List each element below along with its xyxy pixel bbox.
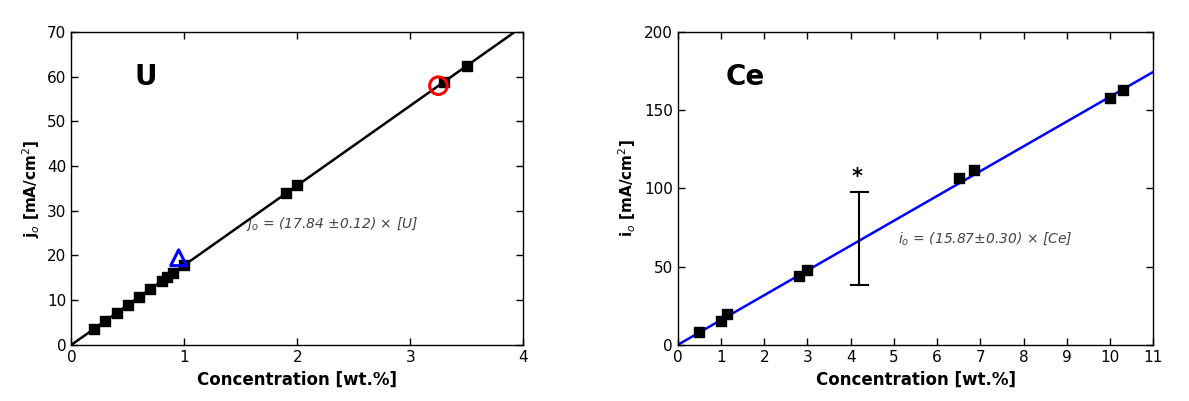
Point — [949, 174, 968, 181]
Point — [276, 190, 295, 196]
Point — [429, 83, 448, 89]
Text: *: * — [851, 167, 863, 187]
Point — [130, 294, 149, 300]
Point — [1101, 95, 1120, 101]
Point — [789, 273, 809, 279]
Point — [711, 318, 730, 325]
X-axis label: Concentration [wt.%]: Concentration [wt.%] — [197, 370, 397, 388]
Point — [95, 318, 114, 324]
Point — [964, 166, 983, 173]
Y-axis label: i$_o$ [mA/cm$^2$]: i$_o$ [mA/cm$^2$] — [617, 140, 638, 237]
Point — [163, 270, 183, 276]
Point — [84, 326, 103, 332]
Point — [798, 267, 817, 273]
Point — [690, 329, 709, 336]
Text: Ce: Ce — [725, 63, 765, 91]
Point — [1114, 87, 1133, 93]
Point — [288, 182, 307, 188]
Point — [152, 278, 171, 284]
Point — [158, 274, 177, 280]
Point — [169, 255, 188, 261]
Point — [434, 79, 453, 85]
Point — [140, 286, 159, 292]
Text: i$_o$ = (15.87±0.30) × [Ce]: i$_o$ = (15.87±0.30) × [Ce] — [898, 230, 1072, 247]
Y-axis label: j$_o$ [mA/cm$^2$]: j$_o$ [mA/cm$^2$] — [20, 139, 42, 238]
Point — [107, 310, 126, 316]
Text: U: U — [134, 63, 157, 91]
Point — [118, 302, 137, 308]
Point — [175, 262, 194, 268]
Point — [718, 310, 737, 317]
X-axis label: Concentration [wt.%]: Concentration [wt.%] — [816, 370, 1015, 388]
Text: j$_o$ = (17.84 ±0.12) × [U]: j$_o$ = (17.84 ±0.12) × [U] — [246, 215, 419, 233]
Point — [457, 63, 476, 69]
